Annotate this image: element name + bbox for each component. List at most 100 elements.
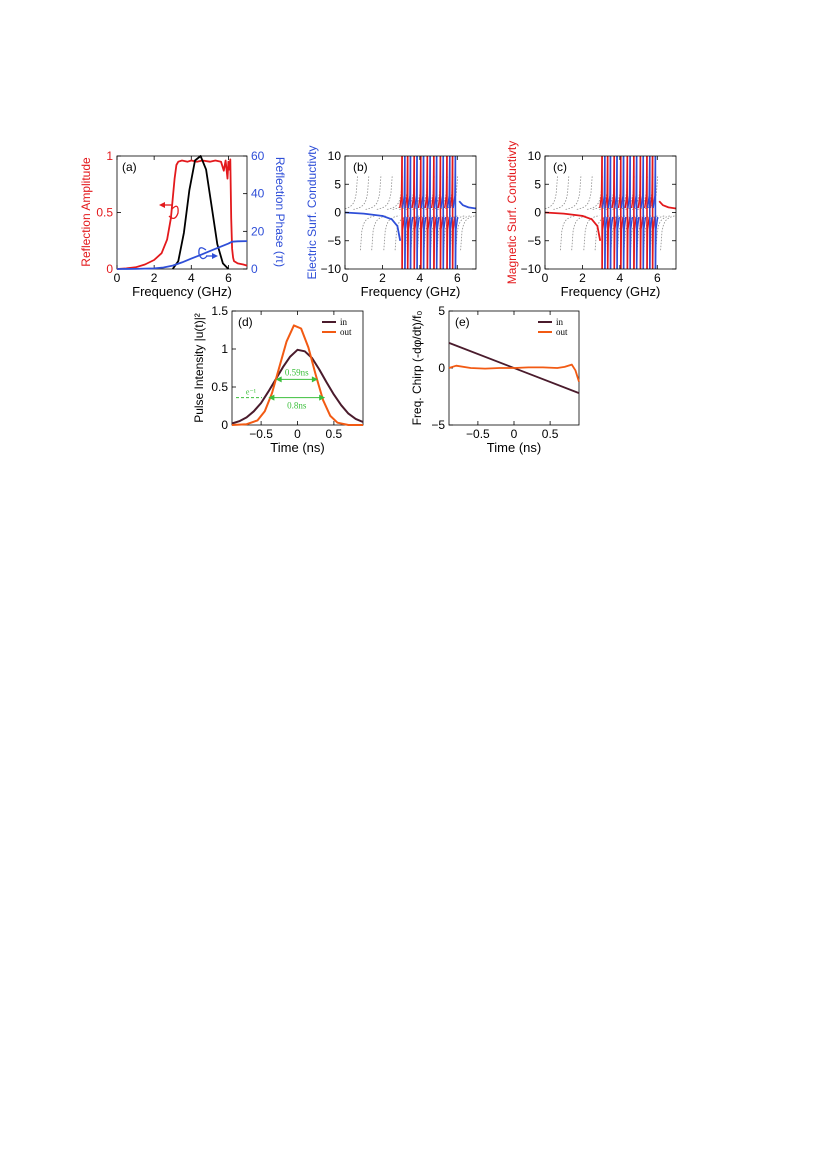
blue-resonance-line-hook — [627, 156, 631, 209]
panel-c: 0 2 4 6 −10 −5 0 5 10 (c) Frequency (GHz) Magnetic … — [505, 141, 677, 299]
blue-resonance-line-hook — [433, 156, 438, 209]
y-tick-label: −5 — [527, 234, 541, 248]
y-tick-label: −5 — [431, 418, 445, 432]
red-resonance-line-hook — [407, 216, 411, 269]
red-resonance-line-hook — [439, 216, 444, 269]
gray-resonance — [560, 215, 576, 251]
red-resonance-line-hook — [620, 216, 624, 269]
y-tick-label: 1.5 — [211, 304, 228, 318]
x-tick-label: 6 — [654, 271, 661, 285]
blue-resonance-line-hook — [440, 156, 444, 209]
red-resonance-line-hook — [630, 156, 635, 209]
red-resonance-line-hook — [637, 156, 641, 209]
x-tick-label: 4 — [617, 271, 624, 285]
smooth-curve — [545, 211, 602, 241]
y-tick-label: 0 — [334, 206, 341, 220]
x-tick-label: 0 — [342, 271, 349, 285]
x-tick-label: 0.5 — [326, 427, 343, 441]
y-tick-label: 40 — [251, 187, 265, 201]
red-resonance-line-hook — [649, 156, 654, 209]
y-tick-label: 1 — [106, 149, 113, 163]
legend-label-out: out — [340, 327, 352, 337]
y-tick-label: 0 — [534, 206, 541, 220]
series-out-line — [231, 324, 363, 426]
red-resonance-line-hook — [601, 216, 605, 269]
y-tick-label: 10 — [528, 149, 542, 163]
y-tick-label: 5 — [438, 304, 445, 318]
plot-area — [345, 156, 476, 269]
blue-resonance-line-hook — [616, 216, 620, 269]
panel-label-bg — [348, 159, 372, 175]
red-resonance-line-hook — [639, 216, 644, 269]
x-tick-label: 2 — [579, 271, 586, 285]
legend-label-in: in — [340, 317, 348, 327]
series-red-line — [116, 158, 248, 270]
x-tick-label: 0 — [294, 427, 301, 441]
red-resonance-line-hook — [424, 156, 428, 209]
x-tick-label: 0 — [511, 427, 518, 441]
x-axis-label: Time (ns) — [270, 440, 324, 455]
series-out-line — [448, 363, 580, 382]
y-tick-label: −10 — [521, 262, 542, 276]
red-resonance-line-hook — [617, 156, 622, 209]
blue-resonance-line-hook — [446, 156, 451, 209]
red-resonance-line-hook — [430, 156, 435, 209]
blue-resonance-line-hook — [416, 216, 420, 269]
series-blue-line — [116, 240, 248, 270]
gray-resonance — [571, 215, 588, 251]
y-tick-label: 5 — [334, 177, 341, 191]
blue-resonance-line-hook — [420, 156, 425, 209]
gray-resonance — [360, 215, 376, 251]
gray-resonance — [583, 215, 600, 251]
gray-resonance — [371, 215, 388, 251]
smooth-curve — [345, 211, 402, 241]
blue-resonance-line-hook — [409, 216, 414, 269]
x-tick-label: 6 — [454, 271, 461, 285]
red-resonance-line-hook — [646, 216, 650, 269]
blue-resonance-line-hook — [407, 156, 412, 209]
blue-resonance-line-hook — [614, 156, 618, 209]
blue-resonance-line-hook — [423, 216, 427, 269]
legend-label-out: out — [556, 327, 568, 337]
blue-resonance-line-hook — [654, 216, 659, 269]
y-tick-label: 0 — [251, 262, 258, 276]
red-resonance-line-hook — [444, 156, 448, 209]
blue-resonance-line-hook — [449, 216, 453, 269]
y-tick-label: 20 — [251, 224, 265, 238]
y-tick-label: 60 — [251, 149, 265, 163]
blue-resonance-line-hook — [646, 156, 651, 209]
y-tick-label: 1 — [221, 342, 228, 356]
red-resonance-line-hook — [599, 156, 603, 209]
red-resonance-line-hook — [411, 156, 415, 209]
red-resonance-line-hook — [624, 156, 628, 209]
blue-resonance-line-hook — [629, 216, 634, 269]
blue-resonance-line-hook — [604, 216, 608, 269]
legend-label-in: in — [556, 317, 564, 327]
panel-label: (b) — [353, 160, 368, 174]
arrow-head — [159, 202, 165, 208]
blue-resonance-line-hook — [607, 156, 612, 209]
red-resonance-line-hook — [611, 156, 615, 209]
y-tick-label: 10 — [328, 149, 342, 163]
y-tick-label: 0.5 — [211, 380, 228, 394]
red-resonance-line-hook — [604, 156, 609, 209]
smooth-tail — [658, 200, 676, 210]
level-label: e⁻¹ — [246, 388, 257, 397]
blue-resonance-line-hook — [620, 156, 625, 209]
gray-resonance — [660, 215, 676, 251]
series-black-line — [171, 155, 230, 270]
gray-resonance — [345, 174, 358, 210]
x-axis-label: Time (ns) — [487, 440, 541, 455]
x-tick-label: 4 — [188, 271, 195, 285]
red-resonance-line-hook — [446, 216, 450, 269]
red-resonance-line-hook — [607, 216, 611, 269]
red-resonance-line-hook — [626, 216, 631, 269]
x-tick-label: 2 — [379, 271, 386, 285]
red-resonance-line-hook — [633, 216, 637, 269]
plot-area — [545, 156, 676, 269]
series-in-line — [231, 348, 364, 425]
blue-resonance-line-hook — [452, 156, 456, 209]
